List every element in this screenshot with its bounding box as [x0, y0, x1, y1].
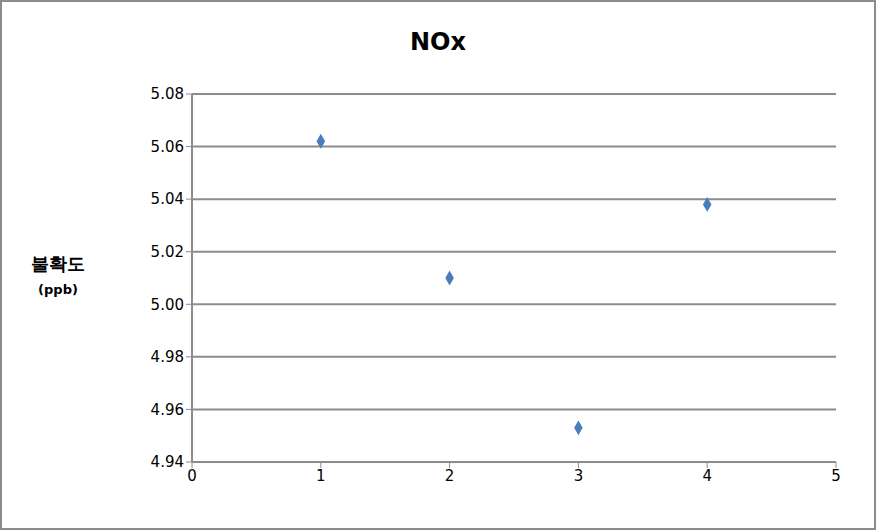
svg-text:5.08: 5.08 [151, 85, 184, 103]
svg-text:5.00: 5.00 [151, 296, 184, 314]
html-text:NOx: NOx [410, 28, 466, 56]
svg-text:5.02: 5.02 [151, 243, 184, 261]
svg-text:3: 3 [574, 467, 584, 485]
html-text:(ppb): (ppb) [38, 282, 78, 297]
svg-text:4: 4 [702, 467, 712, 485]
svg-text:4.94: 4.94 [151, 453, 184, 471]
svg-text:5.06: 5.06 [151, 138, 184, 156]
svg-text:1: 1 [316, 467, 326, 485]
svg-text:4.96: 4.96 [151, 401, 184, 419]
svg-text:4.98: 4.98 [151, 348, 184, 366]
svg-text:2: 2 [445, 467, 455, 485]
svg-text:5.04: 5.04 [151, 190, 184, 208]
svg-text:5: 5 [831, 467, 841, 485]
html-text:불확도: 불확도 [31, 253, 85, 274]
svg-text:0: 0 [187, 467, 197, 485]
